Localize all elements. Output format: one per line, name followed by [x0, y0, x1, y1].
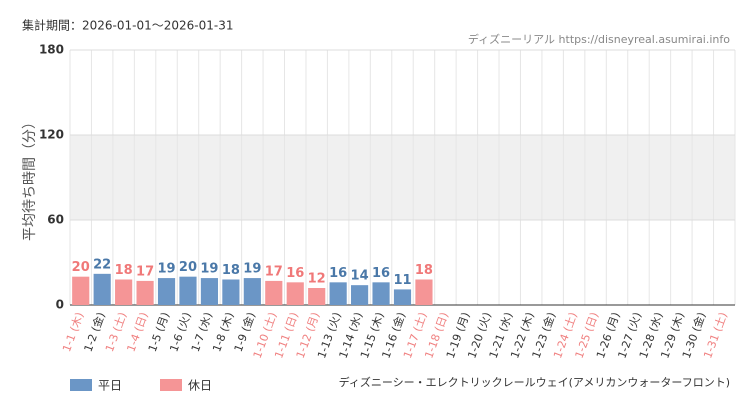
bar	[136, 280, 154, 305]
y-tick-label: 180	[39, 43, 64, 57]
bar	[393, 289, 412, 305]
bar	[93, 273, 111, 305]
y-tick-label: 60	[47, 213, 64, 227]
bar	[265, 280, 283, 305]
value-label: 16	[329, 266, 347, 281]
legend-label: 平日	[98, 379, 122, 393]
legend-swatch	[160, 379, 182, 391]
bar	[179, 276, 197, 305]
bar	[72, 276, 90, 305]
value-label: 18	[115, 263, 133, 278]
value-label: 19	[157, 262, 175, 277]
caption: ディズニーシー・エレクトリックレールウェイ(アメリカンウォーターフロント)	[339, 375, 730, 389]
bar	[222, 279, 240, 305]
value-label: 16	[286, 266, 304, 281]
value-label: 22	[93, 257, 111, 272]
value-label: 17	[265, 264, 283, 279]
y-tick-label: 120	[39, 128, 64, 142]
period: 集計期間：2026-01-01～2026-01-31	[22, 18, 233, 33]
y-axis-title: 平均待ち時間（分）	[22, 115, 38, 241]
value-label: 20	[72, 260, 90, 275]
value-label: 11	[393, 273, 411, 288]
value-label: 14	[351, 269, 369, 284]
bar	[308, 288, 326, 305]
value-label: 17	[136, 264, 154, 279]
legend-swatch	[70, 379, 92, 391]
bar	[372, 282, 390, 305]
bar	[329, 282, 347, 305]
value-label: 19	[200, 262, 218, 277]
bar	[243, 278, 261, 305]
bar	[115, 279, 133, 305]
grid-band	[70, 135, 735, 220]
legend-label: 休日	[188, 379, 212, 393]
bar	[286, 282, 304, 305]
bar	[200, 278, 219, 305]
bar	[351, 285, 369, 305]
value-label: 16	[372, 266, 390, 281]
credit: ディズニーリアル https://disneyreal.asumirai.inf…	[468, 32, 730, 46]
value-label: 19	[243, 262, 261, 277]
value-label: 20	[179, 260, 197, 275]
bar	[157, 278, 176, 305]
bar	[415, 279, 433, 305]
y-tick-label: 0	[56, 298, 64, 312]
value-label: 12	[308, 272, 326, 287]
value-label: 18	[222, 263, 240, 278]
value-label: 18	[415, 263, 433, 278]
